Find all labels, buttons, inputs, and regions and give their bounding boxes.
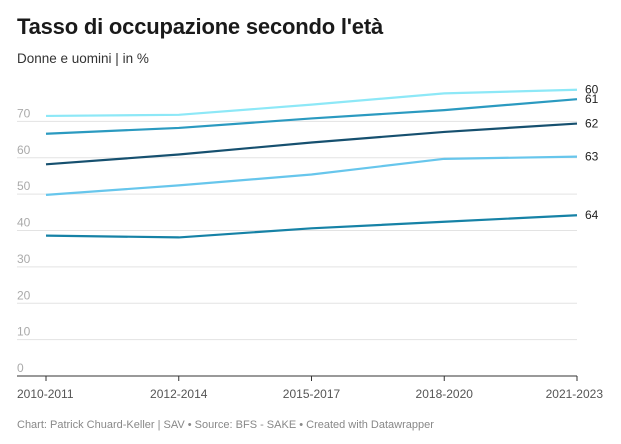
chart-subtitle: Donne e uomini | in % [17, 51, 149, 66]
series-line-63 [45, 155, 578, 196]
y-tick-label: 10 [17, 325, 31, 339]
series-label-64: 64 [585, 208, 599, 222]
x-tick-label: 2021-2023 [546, 387, 604, 401]
series-label-63: 63 [585, 150, 599, 164]
x-axis: 2010-2011 2012-2014 2015-2017 2018-2020 2021… [17, 375, 604, 401]
series-label-61: 61 [585, 92, 599, 106]
x-tick-label: 2018-2020 [416, 387, 474, 401]
x-tick-label: 2015-2017 [283, 387, 341, 401]
y-tick-label: 60 [17, 143, 31, 157]
chart-footer: Chart: Patrick Chuard-Keller | SAV • Sou… [17, 419, 434, 431]
x-tick-label: 2012-2014 [150, 387, 208, 401]
series-line-60 [45, 88, 578, 118]
chart-title: Tasso di occupazione secondo l'età [17, 14, 383, 39]
series-line-64 [45, 214, 578, 239]
y-axis-ticks: 0 10 20 30 40 50 60 70 [17, 106, 31, 375]
series-line-61 [45, 98, 578, 135]
x-tick-label: 2010-2011 [17, 387, 74, 401]
y-tick-label: 70 [17, 106, 31, 120]
y-tick-label: 30 [17, 252, 31, 266]
series-lines [45, 88, 578, 239]
series-label-60: 60 [585, 83, 599, 97]
y-tick-label: 50 [17, 179, 31, 193]
y-tick-label: 20 [17, 288, 31, 302]
gridlines [17, 120, 577, 341]
series-line-62 [45, 122, 578, 166]
y-tick-label: 40 [17, 216, 31, 230]
series-label-62: 62 [585, 117, 599, 131]
y-tick-label: 0 [17, 361, 24, 375]
